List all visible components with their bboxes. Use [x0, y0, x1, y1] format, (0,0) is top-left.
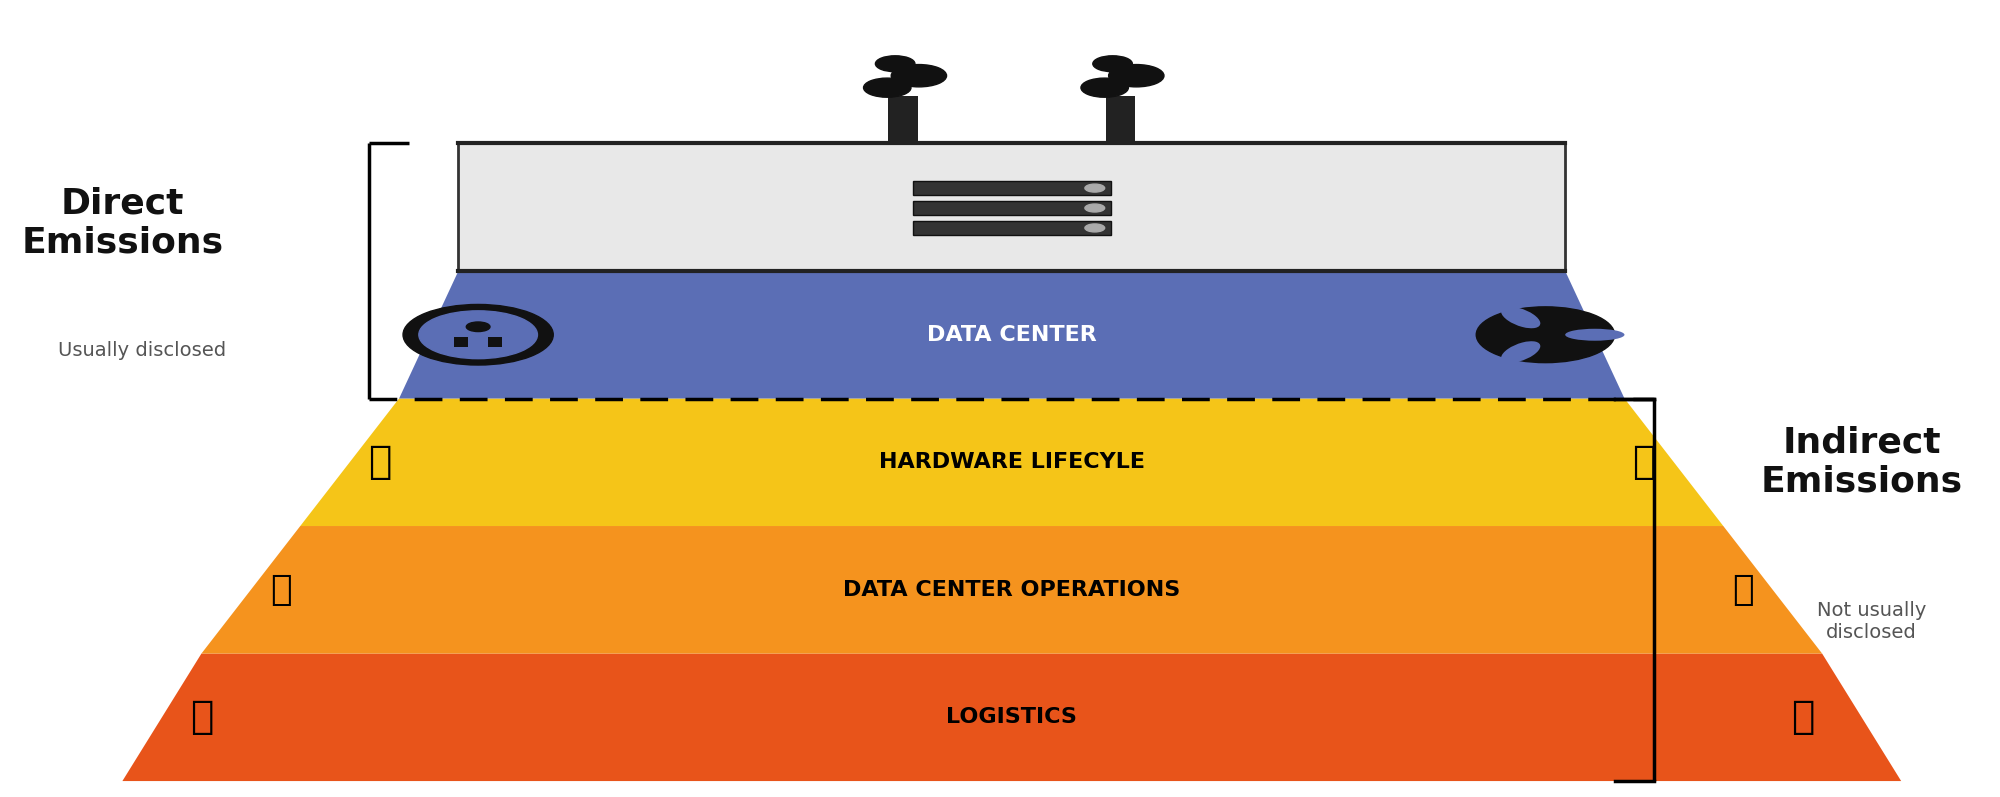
FancyBboxPatch shape: [912, 221, 1110, 235]
Text: Direct
Emissions: Direct Emissions: [22, 186, 224, 260]
Text: 🚚: 🚚: [1790, 698, 1814, 736]
Text: 🛢: 🛢: [190, 698, 214, 736]
Polygon shape: [300, 398, 1724, 526]
Circle shape: [1476, 307, 1614, 363]
Text: 🛒: 🛒: [368, 443, 392, 481]
Text: Not usually
disclosed: Not usually disclosed: [1816, 601, 1926, 642]
Circle shape: [1530, 328, 1562, 341]
Text: DATA CENTER OPERATIONS: DATA CENTER OPERATIONS: [844, 579, 1180, 600]
Ellipse shape: [1502, 307, 1540, 328]
Text: DATA CENTER: DATA CENTER: [926, 324, 1096, 345]
Text: LOGISTICS: LOGISTICS: [946, 707, 1078, 728]
Circle shape: [1084, 204, 1104, 212]
Circle shape: [1084, 224, 1104, 232]
FancyBboxPatch shape: [912, 181, 1110, 195]
Text: Usually disclosed: Usually disclosed: [58, 341, 226, 360]
Circle shape: [466, 322, 490, 332]
Ellipse shape: [1502, 341, 1540, 363]
Circle shape: [418, 311, 538, 359]
Bar: [454, 337, 468, 347]
Ellipse shape: [1566, 328, 1624, 341]
Polygon shape: [400, 271, 1624, 398]
Circle shape: [892, 65, 946, 87]
Text: Indirect
Emissions: Indirect Emissions: [1760, 426, 1962, 499]
Text: 🏭: 🏭: [1632, 443, 1656, 481]
Text: HARDWARE LIFECYLE: HARDWARE LIFECYLE: [878, 452, 1144, 473]
Text: 👥: 👥: [270, 573, 292, 607]
Circle shape: [876, 56, 914, 72]
Bar: [1106, 96, 1136, 143]
Polygon shape: [202, 526, 1822, 654]
Circle shape: [404, 304, 554, 365]
Bar: [888, 96, 918, 143]
Circle shape: [1080, 78, 1128, 97]
Circle shape: [1108, 65, 1164, 87]
Bar: [488, 337, 502, 347]
Text: 🚗: 🚗: [1732, 573, 1754, 607]
FancyBboxPatch shape: [912, 201, 1110, 215]
FancyBboxPatch shape: [458, 143, 1566, 271]
Polygon shape: [122, 654, 1902, 781]
Circle shape: [1092, 56, 1132, 72]
Circle shape: [1084, 184, 1104, 192]
Circle shape: [864, 78, 910, 97]
